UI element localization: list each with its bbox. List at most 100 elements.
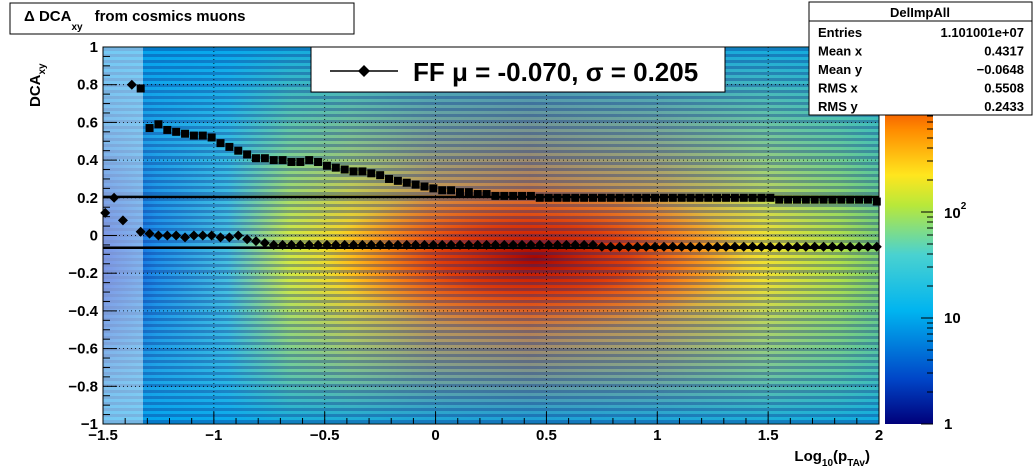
stats-row-value: 0.5508: [984, 81, 1024, 96]
square-marker: [518, 191, 527, 200]
y-tick-label: −0.4: [68, 303, 98, 320]
square-marker: [615, 193, 624, 202]
stats-box: DelImpAll Entries 1.101001e+07 Mean x 0.431…: [808, 1, 1033, 116]
square-marker: [482, 190, 491, 199]
diamond-marker: [517, 239, 528, 250]
diamond-marker: [836, 241, 847, 252]
diamond-marker: [641, 241, 652, 252]
square-marker: [748, 193, 757, 202]
square-marker: [801, 195, 810, 204]
y-tick-label: 0: [90, 228, 98, 245]
y-axis-label-main: DCA: [27, 74, 44, 107]
square-marker: [269, 156, 278, 165]
x-axis: −1.5 −1 −0.5 0 0.5 1 1.5 2: [88, 412, 883, 444]
x-tick-label: −1.5: [88, 427, 118, 444]
stats-row-label: Entries: [818, 25, 862, 40]
x-tick-label: −1: [205, 427, 222, 444]
square-marker: [287, 157, 296, 166]
diamond-marker: [756, 241, 767, 252]
diamond-marker: [738, 241, 749, 252]
diamond-marker: [197, 230, 208, 241]
diamond-marker: [330, 239, 341, 250]
square-marker: [455, 188, 464, 197]
diamond-marker: [499, 239, 510, 250]
diamond-marker: [188, 230, 199, 241]
square-marker: [571, 193, 580, 202]
diamond-marker: [250, 236, 261, 247]
square-marker: [562, 193, 571, 202]
diamond-marker: [348, 239, 359, 250]
square-marker: [544, 193, 553, 202]
stats-row-label: Mean y: [818, 62, 863, 77]
diamond-marker: [357, 239, 368, 250]
square-marker: [145, 124, 154, 133]
diamond-marker: [126, 79, 137, 90]
diamond-marker: [242, 234, 253, 245]
square-marker: [314, 157, 323, 166]
square-marker: [810, 195, 819, 204]
diamond-marker: [437, 239, 448, 250]
diamond-marker: [304, 239, 315, 250]
diamond-marker: [508, 239, 519, 250]
diamond-marker: [384, 239, 395, 250]
diamond-marker: [419, 239, 430, 250]
diamond-marker: [392, 239, 403, 250]
square-marker: [198, 131, 207, 140]
square-marker: [651, 193, 660, 202]
square-marker: [464, 188, 473, 197]
stats-rows: Entries 1.101001e+07 Mean x 0.4317 Mean y −0.…: [818, 25, 1024, 114]
diamond-marker: [667, 241, 678, 252]
square-marker: [447, 186, 456, 195]
title-box: Δ DCAxy from cosmics muons: [9, 2, 355, 35]
color-scale-label-100: 102: [944, 201, 967, 222]
diamond-marker: [153, 230, 164, 241]
square-marker: [642, 193, 651, 202]
diamond-marker: [650, 241, 661, 252]
x-axis-label: Log10(pTAv): [794, 448, 870, 469]
square-marker: [207, 133, 216, 142]
diamond-marker: [375, 239, 386, 250]
legend-text: FF μ = -0.070, σ = 0.205: [413, 57, 698, 87]
y-axis: −1 −0.8 −0.6 −0.4 −0.2 0 0.2 0.4 0.6 0.8 1: [68, 39, 117, 433]
x-axis-label-sub2: TAv: [847, 458, 865, 469]
stats-row-label: Mean x: [818, 44, 863, 59]
diamond-marker: [135, 226, 146, 237]
diamond-marker: [552, 239, 563, 250]
square-marker: [500, 191, 509, 200]
square-marker: [278, 156, 287, 165]
diamond-marker: [685, 241, 696, 252]
square-marker: [225, 142, 234, 151]
x-axis-label-main: Log: [794, 448, 822, 465]
diamond-marker: [259, 238, 270, 249]
square-marker: [872, 197, 881, 206]
diamond-marker: [712, 241, 723, 252]
diamond-marker: [446, 239, 457, 250]
square-marker: [846, 195, 855, 204]
diamond-marker: [401, 239, 412, 250]
stats-row-label: RMS y: [818, 99, 859, 114]
title-sub: xy: [71, 22, 83, 33]
square-marker: [535, 193, 544, 202]
diamond-marker: [632, 241, 643, 252]
stats-row-label: RMS x: [818, 81, 859, 96]
square-marker: [305, 156, 314, 165]
square-marker: [260, 154, 269, 163]
x-tick-label: 2: [875, 427, 883, 444]
diamond-marker: [534, 239, 545, 250]
y-axis-label-sub: xy: [37, 63, 48, 75]
y-tick-label: 0.4: [77, 152, 99, 169]
square-marker: [243, 150, 252, 159]
diamond-marker: [277, 239, 288, 250]
diamond-marker: [587, 239, 598, 250]
square-marker: [526, 191, 535, 200]
x-axis-label-mid: (p: [833, 448, 847, 465]
square-marker: [819, 195, 828, 204]
square-marker: [163, 125, 172, 134]
square-marker: [624, 193, 633, 202]
title-text: Δ DCAxy from cosmics muons: [24, 8, 245, 33]
square-marker: [837, 195, 846, 204]
diamond-marker: [596, 241, 607, 252]
square-marker: [420, 182, 429, 191]
diamond-marker: [845, 241, 856, 252]
diamond-marker: [233, 230, 244, 241]
